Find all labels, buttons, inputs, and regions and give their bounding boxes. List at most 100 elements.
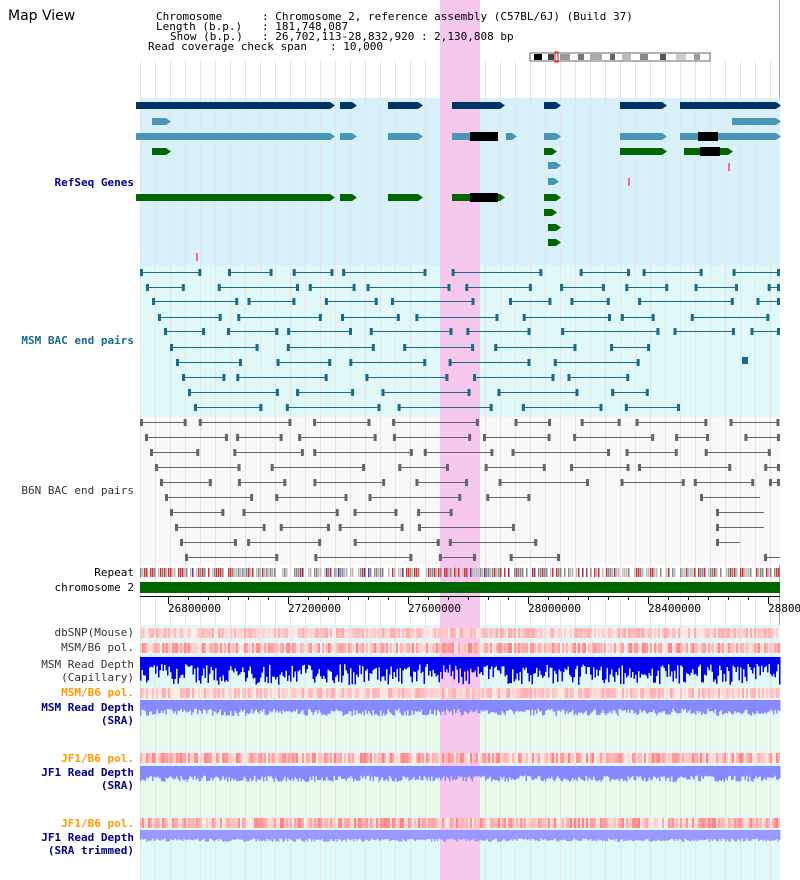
read-depth-bar [362,657,364,667]
read-depth-bar [576,700,578,716]
polymorphism-cell [572,688,574,698]
track-label-b6n-bac[interactable]: B6N BAC end pairs [21,484,134,497]
track-label-jf1-b6-pol-2[interactable]: JF1/B6 pol. [61,817,134,830]
polymorphism-cell [484,818,486,828]
read-depth-bar [623,766,625,782]
gene-exon [136,194,330,201]
polymorphism-cell [362,818,364,828]
polymorphism-cell [238,688,240,698]
read-depth-bar [218,657,220,685]
read-depth-bar [512,830,514,841]
polymorphism-cell [348,818,350,828]
read-depth-bar [593,700,595,711]
read-depth-bar [558,700,560,711]
read-depth-bar [383,700,385,714]
polymorphism-cell [700,818,702,828]
bac-end-marker [693,479,697,486]
polymorphism-cell [776,753,778,763]
read-depth-bar [419,830,421,840]
polymorphism-cell [352,818,354,828]
polymorphism-cell [320,628,322,638]
polymorphism-cell [180,753,182,763]
read-depth-bar [548,766,550,778]
polymorphism-cell [182,688,184,698]
read-depth-bar [147,766,149,779]
track-label-msm-depth-sra[interactable]: MSM Read Depth [41,701,134,714]
read-depth-bar [666,657,668,677]
track-label-refseq[interactable]: RefSeq Genes [54,176,134,189]
polymorphism-cell [160,688,162,698]
read-depth-bar [378,700,380,716]
polymorphism-cell [348,628,350,638]
polymorphism-cell [352,753,354,763]
track-label-msm-depth-sra-sub: (SRA) [100,714,134,727]
read-depth-bar [465,830,467,842]
read-depth-bar [498,657,500,671]
read-depth-bar [519,700,521,712]
polymorphism-cell [282,628,284,638]
track-label-dbsnp[interactable]: dbSNP(Mouse) [54,626,134,639]
track-label-msm-bac[interactable]: MSM BAC end pairs [21,334,134,347]
polymorphism-cell [424,753,426,763]
polymorphism-cell [464,628,466,638]
read-depth-bar [654,766,656,777]
read-depth-bar [555,657,557,674]
polymorphism-cell [734,818,736,828]
bac-end-marker [547,434,551,441]
track-label-jf1-depth-sra[interactable]: JF1 Read Depth [41,766,134,779]
read-depth-bar [773,657,775,675]
read-depth-bar [656,657,658,676]
repeat-element [564,568,566,577]
read-depth-bar [236,766,238,782]
polymorphism-cell [566,818,568,828]
repeat-element [552,568,554,577]
polymorphism-cell [274,818,276,828]
polymorphism-cell [754,628,756,638]
polymorphism-cell [662,753,664,763]
gene-arrow [776,102,781,109]
polymorphism-cell [324,753,326,763]
polymorphism-cell [354,818,356,828]
gene-exon [544,194,556,201]
polymorphism-cell [586,753,588,763]
read-depth-bar [692,766,694,778]
read-depth-bar [588,657,590,668]
polymorphism-cell [558,688,560,698]
read-depth-bar [620,700,622,709]
polymorphism-cell [378,628,380,638]
track-label-msm-b6-pol-1[interactable]: MSM/B6 pol. [61,641,134,654]
repeat-element [238,568,240,577]
repeat-element [410,568,412,577]
polymorphism-cell [584,688,586,698]
polymorphism-cell [560,818,562,828]
polymorphism-cell [316,688,318,698]
track-label-jf1-b6-pol-1[interactable]: JF1/B6 pol. [61,752,134,765]
track-label-chromosome[interactable]: chromosome 2 [54,581,134,594]
read-depth-bar [192,700,194,713]
track-label-repeat[interactable]: Repeat [94,566,134,579]
polymorphism-cell [224,753,226,763]
polymorphism-cell [646,628,648,638]
read-depth-bar [380,700,382,711]
read-depth-bar [515,700,517,712]
polymorphism-cell [634,643,636,653]
read-depth-bar [168,766,170,777]
polymorphism-cell [392,643,394,653]
track-label-msm-b6-pol-2[interactable]: MSM/B6 pol. [61,686,134,699]
polymorphism-cell [312,643,314,653]
read-depth-bar [660,830,662,842]
read-depth-bar [285,700,287,712]
polymorphism-cell [400,753,402,763]
polymorphism-cell [512,818,514,828]
read-depth-bar [266,657,268,677]
track-label-jf1-depth-trimmed[interactable]: JF1 Read Depth [41,831,134,844]
track-label-msm-depth-capillary[interactable]: MSM Read Depth [41,658,134,671]
read-depth-bar [348,830,350,840]
read-depth-bar [183,657,185,678]
polymorphism-cell [506,688,508,698]
read-depth-bar [377,830,379,839]
read-depth-bar [261,700,263,712]
read-depth-bar [678,766,680,778]
polymorphism-cell [258,818,260,828]
polymorphism-cell [342,643,344,653]
